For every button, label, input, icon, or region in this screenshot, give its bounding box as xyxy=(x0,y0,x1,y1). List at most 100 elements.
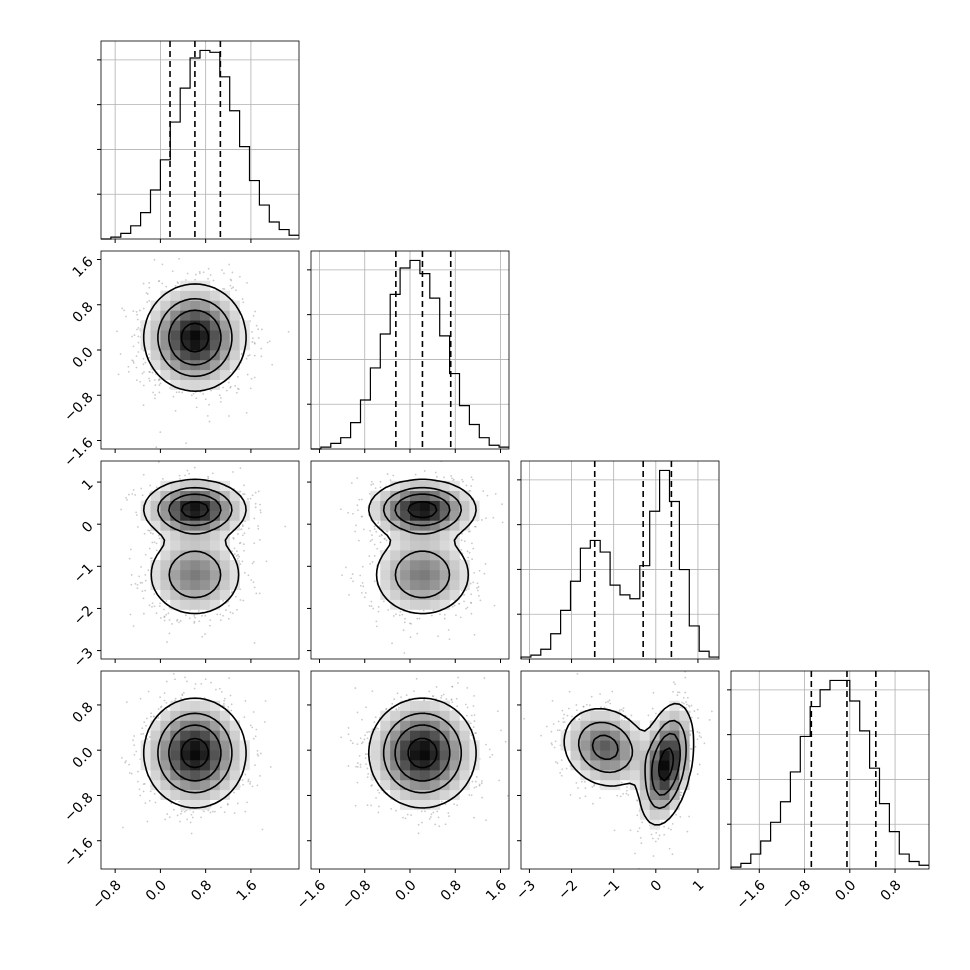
density-cell xyxy=(180,530,191,541)
scatter-point xyxy=(231,612,234,615)
scatter-point xyxy=(458,603,460,605)
density-cell xyxy=(380,560,391,571)
scatter-point xyxy=(139,380,142,383)
scatter-point xyxy=(151,605,153,608)
scatter-point xyxy=(392,474,395,477)
scatter-point xyxy=(239,467,242,470)
density-cell xyxy=(390,490,401,501)
density-cell xyxy=(219,589,230,600)
scatter-point xyxy=(148,282,151,284)
density-cell xyxy=(180,480,191,491)
density-cell xyxy=(429,560,440,571)
scatter-point xyxy=(356,477,359,480)
density-cell xyxy=(390,599,401,610)
density-cell xyxy=(229,359,240,371)
scatter-point xyxy=(235,391,238,394)
density-cell xyxy=(170,490,181,501)
scatter-point xyxy=(386,530,389,533)
scatter-point xyxy=(258,592,261,595)
density-cell xyxy=(150,359,161,371)
scatter-point xyxy=(221,269,223,271)
scatter-point xyxy=(229,278,232,281)
contour-level-2 xyxy=(168,309,222,366)
scatter-point xyxy=(247,574,250,577)
density-cell xyxy=(229,560,240,571)
density-cell xyxy=(170,310,181,321)
density-cell xyxy=(429,550,440,561)
scatter-point xyxy=(404,617,406,620)
scatter-point xyxy=(132,625,135,628)
scatter-point xyxy=(477,586,480,588)
scatter-point xyxy=(125,496,127,499)
density-cell xyxy=(419,599,431,610)
scatter-point xyxy=(167,612,170,615)
density-cell xyxy=(200,310,211,321)
density-cell xyxy=(209,290,221,301)
scatter-point xyxy=(240,352,243,355)
scatter-point xyxy=(147,690,150,693)
scatter-point xyxy=(214,810,216,813)
scatter-point xyxy=(347,511,350,514)
scatter-point xyxy=(174,284,177,287)
density-cell xyxy=(219,550,230,561)
scatter-point xyxy=(463,600,465,603)
scatter-point xyxy=(176,618,179,621)
density-cell xyxy=(150,569,161,581)
density-cell xyxy=(439,569,450,581)
scatter-point xyxy=(165,613,168,616)
scatter-point xyxy=(163,608,165,611)
scatter-point xyxy=(148,353,150,356)
density-cell xyxy=(419,490,431,501)
density-cell xyxy=(449,560,460,571)
density-cell xyxy=(190,530,201,541)
scatter-point xyxy=(251,341,254,343)
panel-content xyxy=(120,461,287,644)
scatter-point xyxy=(146,301,149,303)
scatter-point xyxy=(470,485,473,487)
scatter-point xyxy=(159,602,161,605)
density-cell xyxy=(209,560,221,571)
density-cell xyxy=(170,569,181,581)
scatter-point xyxy=(254,310,257,313)
density-cell xyxy=(219,490,230,501)
scatter-point xyxy=(157,379,160,382)
scatter-point xyxy=(239,541,242,544)
density-cell xyxy=(380,500,391,511)
scatter-point xyxy=(377,521,380,524)
scatter-point xyxy=(161,282,164,285)
density-cell xyxy=(219,359,230,371)
contour-level-0 xyxy=(368,478,477,615)
density-cell xyxy=(419,510,431,521)
density-cell xyxy=(229,569,240,581)
density-cell xyxy=(180,310,191,321)
contour-level-3 xyxy=(180,500,210,519)
density-cell xyxy=(239,500,250,511)
scatter-point xyxy=(245,411,248,414)
density-cell xyxy=(439,490,450,501)
density-cell xyxy=(209,359,221,371)
scatter-point xyxy=(259,509,262,512)
scatter-point xyxy=(142,597,145,600)
scatter-point xyxy=(492,516,495,519)
histogram-step xyxy=(730,679,929,869)
scatter-point xyxy=(451,605,454,608)
scatter-point xyxy=(235,555,238,557)
density-cell xyxy=(229,510,240,521)
density-cell xyxy=(190,350,201,361)
density-cell xyxy=(150,520,161,531)
density-cell xyxy=(400,510,411,521)
scatter-point xyxy=(493,604,496,607)
density-cell xyxy=(410,500,421,511)
scatter-point xyxy=(158,537,161,540)
density-cell xyxy=(200,330,211,341)
scatter-point xyxy=(243,493,246,496)
scatter-point xyxy=(219,619,222,622)
scatter-point xyxy=(465,484,468,487)
scatter-point xyxy=(141,581,144,584)
scatter-point xyxy=(463,594,466,596)
scatter-point xyxy=(374,487,377,489)
scatter-point xyxy=(232,536,235,539)
density-cell xyxy=(190,280,201,291)
density-cell xyxy=(180,599,191,610)
scatter-point xyxy=(380,534,383,537)
